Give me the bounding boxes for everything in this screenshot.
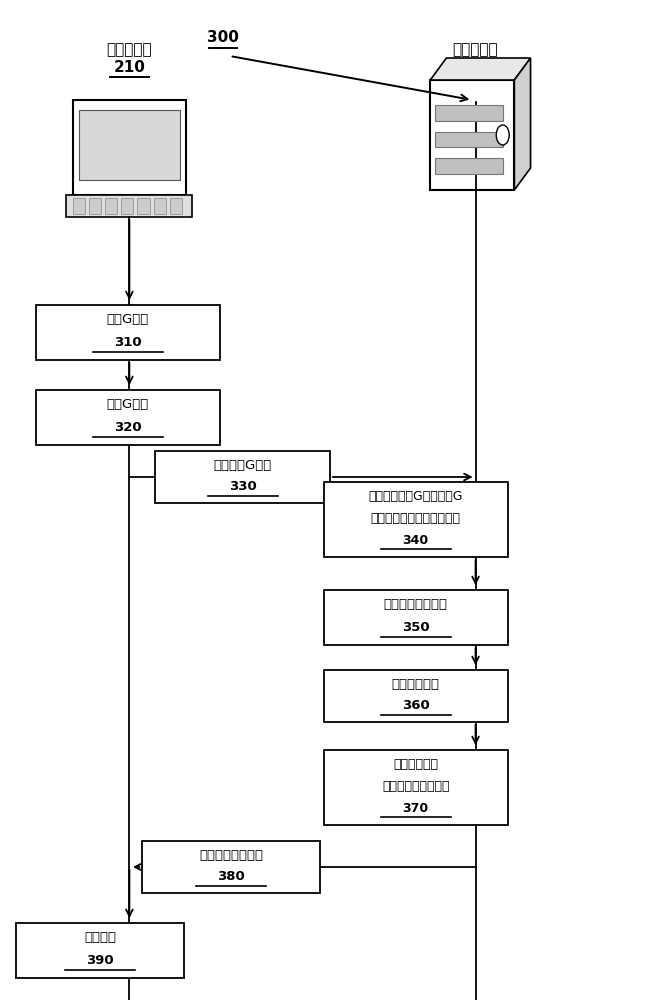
Bar [73,100,186,195]
Text: 360: 360 [402,699,430,712]
Text: 量仪测量: 量仪测量 [84,931,116,944]
Text: 确定评测结果: 确定评测结果 [391,678,440,691]
Text: 代码生成端: 代码生成端 [107,42,152,57]
Bar [122,198,133,214]
Bar [430,80,514,190]
Text: 300: 300 [207,30,239,45]
Bar [142,841,320,893]
Bar [435,158,503,174]
Bar [67,195,193,217]
Text: 加工控制端: 加工控制端 [453,42,498,57]
Bar [435,105,503,121]
Bar [89,198,101,214]
Text: 通知利用量仪测量: 通知利用量仪测量 [199,849,263,862]
Text: 370: 370 [402,802,429,815]
Text: 210: 210 [113,60,146,75]
Text: 340: 340 [402,534,429,547]
Bar [105,198,117,214]
Text: 代码，以获取加工过程数据: 代码，以获取加工过程数据 [371,512,461,525]
Bar [80,110,180,180]
Text: 第二G代码: 第二G代码 [107,398,149,411]
Bar [138,198,149,214]
Bar [324,670,508,722]
Polygon shape [514,58,531,190]
Text: 350: 350 [402,621,430,634]
Text: 220: 220 [459,60,492,75]
Bar [16,923,184,978]
Text: 380: 380 [217,870,245,883]
Text: 计算实际加工尺寸: 计算实际加工尺寸 [384,598,448,611]
Bar [324,482,508,557]
Text: 第一和第G代码: 第一和第G代码 [214,459,272,472]
Text: 390: 390 [87,954,114,967]
Bar [155,451,330,503]
Text: 310: 310 [114,336,142,349]
Bar [36,390,220,445]
Bar [435,132,503,147]
Text: 与预定评测置信区间: 与预定评测置信区间 [382,780,450,793]
Text: 比较评测结果: 比较评测结果 [393,758,438,771]
Text: 同时运行第一G代码和第G: 同时运行第一G代码和第G [368,490,463,503]
Bar [324,750,508,825]
Bar [324,590,508,645]
Text: 330: 330 [229,480,256,493]
Text: 第一G代码: 第一G代码 [107,313,149,326]
Bar [73,198,85,214]
Bar [36,305,220,360]
Bar [170,198,182,214]
Text: 320: 320 [114,421,142,434]
Polygon shape [430,58,531,80]
Circle shape [496,125,509,145]
Bar [154,198,166,214]
